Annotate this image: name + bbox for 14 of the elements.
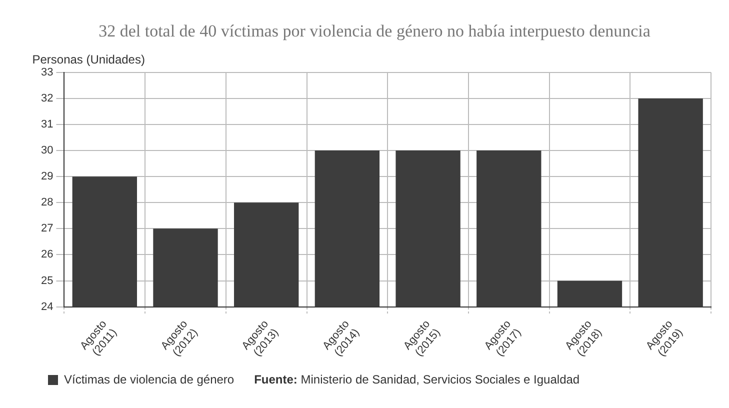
y-tick-label: 31 bbox=[40, 118, 54, 131]
y-tick-label: 24 bbox=[40, 300, 54, 313]
y-tick-label: 30 bbox=[40, 144, 54, 157]
y-tick-label: 27 bbox=[40, 222, 54, 235]
y-tick-label: 28 bbox=[40, 196, 54, 209]
y-tick-label: 29 bbox=[40, 170, 54, 183]
legend-label: Víctimas de violencia de género bbox=[64, 372, 234, 386]
y-tick-label: 32 bbox=[40, 92, 54, 104]
y-axis-title: Personas (Unidades) bbox=[32, 52, 145, 67]
y-tick-label: 26 bbox=[40, 248, 54, 261]
source-note: Fuente: Ministerio de Sanidad, Servicios Sociales e Igualdad bbox=[254, 372, 580, 386]
y-tick-label: 33 bbox=[40, 66, 54, 78]
y-tick-label: 25 bbox=[40, 274, 54, 287]
chart-title: 32 del total de 40 víctimas por violencia de género no había interpuesto denuncia bbox=[98, 22, 651, 41]
